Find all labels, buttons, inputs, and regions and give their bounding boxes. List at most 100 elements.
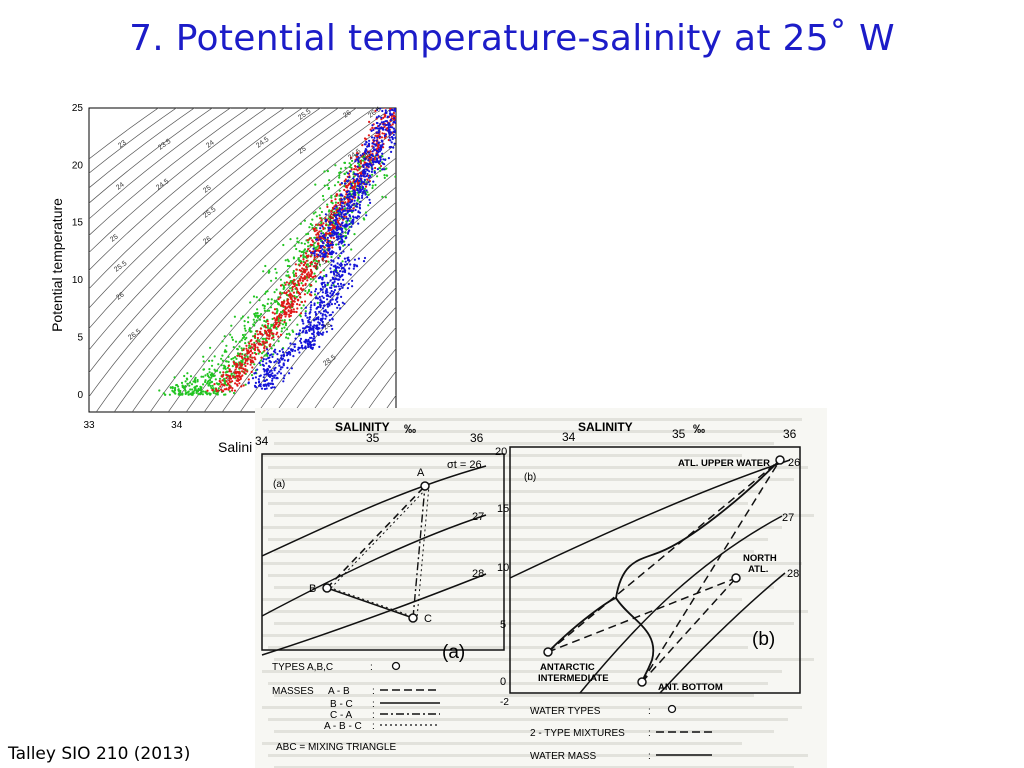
data-point	[289, 342, 292, 345]
data-point	[265, 387, 268, 390]
data-point	[352, 193, 355, 196]
data-point	[332, 251, 335, 254]
data-point	[268, 356, 271, 359]
data-point	[330, 259, 333, 262]
data-point	[263, 324, 266, 328]
data-point	[303, 277, 306, 280]
data-point	[306, 239, 309, 242]
data-point	[289, 353, 292, 356]
data-point	[247, 381, 250, 384]
data-point	[316, 238, 319, 241]
data-point	[274, 360, 277, 363]
isopycnal-line	[89, 108, 177, 174]
data-point	[375, 116, 378, 119]
data-point	[313, 255, 316, 259]
data-point	[202, 360, 205, 363]
data-point	[293, 310, 296, 313]
data-point	[343, 213, 346, 216]
data-point	[341, 222, 344, 225]
data-point	[371, 126, 374, 129]
data-point	[347, 179, 350, 182]
data-point	[362, 190, 365, 193]
data-point	[249, 363, 252, 366]
data-point	[230, 336, 234, 339]
data-point	[391, 113, 394, 116]
data-point	[301, 284, 305, 287]
data-point	[395, 112, 396, 114]
data-point	[344, 178, 347, 181]
data-point	[288, 315, 291, 318]
data-point	[308, 249, 311, 253]
data-point	[282, 355, 285, 358]
data-point	[288, 276, 291, 279]
data-point	[297, 299, 300, 302]
data-point	[188, 384, 191, 387]
data-point	[322, 222, 325, 225]
data-point	[393, 108, 396, 110]
data-point	[379, 144, 382, 147]
data-point	[312, 331, 315, 334]
data-point	[319, 217, 322, 220]
data-point	[398, 125, 400, 127]
data-point	[374, 109, 377, 112]
data-point	[291, 303, 294, 306]
data-point	[352, 267, 355, 270]
data-point	[277, 303, 280, 306]
data-point	[309, 308, 312, 311]
data-point	[320, 210, 323, 214]
data-point	[214, 392, 217, 395]
data-point	[259, 327, 263, 330]
data-point	[291, 288, 294, 291]
data-point	[392, 105, 394, 107]
data-point	[215, 369, 219, 372]
data-point	[282, 351, 285, 354]
data-point	[331, 298, 334, 301]
data-point	[345, 190, 349, 193]
data-point	[288, 333, 291, 336]
data-point	[317, 318, 320, 321]
data-point	[286, 270, 289, 273]
data-point	[270, 369, 273, 372]
data-point	[374, 160, 377, 163]
data-point	[301, 320, 304, 323]
data-point	[247, 378, 250, 381]
svg-text:B - C: B - C	[330, 699, 353, 710]
data-point	[282, 362, 285, 365]
data-point	[378, 166, 381, 169]
data-point	[365, 214, 368, 217]
data-point	[329, 243, 332, 246]
data-point	[173, 388, 177, 391]
data-point	[349, 205, 352, 209]
data-point	[328, 226, 332, 230]
data-point	[336, 282, 340, 285]
data-point	[270, 323, 273, 326]
data-point	[225, 380, 228, 383]
data-point	[299, 254, 302, 257]
data-point	[377, 115, 380, 118]
data-point	[309, 264, 312, 267]
data-point	[304, 282, 307, 285]
data-point	[323, 255, 326, 259]
data-point	[289, 306, 292, 309]
data-point	[307, 245, 310, 248]
data-point	[341, 286, 344, 289]
data-point	[327, 217, 330, 220]
data-point	[313, 254, 316, 257]
data-point	[269, 327, 272, 330]
data-point	[398, 107, 400, 109]
data-point	[253, 321, 256, 324]
data-point	[253, 334, 256, 337]
data-point	[296, 240, 299, 243]
data-point	[249, 340, 252, 343]
data-point	[330, 324, 333, 327]
data-point	[353, 180, 357, 183]
data-point	[299, 222, 302, 225]
data-point	[372, 146, 375, 149]
data-point	[397, 121, 399, 123]
data-point	[325, 252, 328, 255]
data-point	[302, 258, 305, 261]
data-point	[280, 357, 283, 360]
data-point	[226, 366, 229, 369]
data-point	[301, 277, 304, 280]
panel-a-xtick-36: 36	[470, 431, 484, 445]
